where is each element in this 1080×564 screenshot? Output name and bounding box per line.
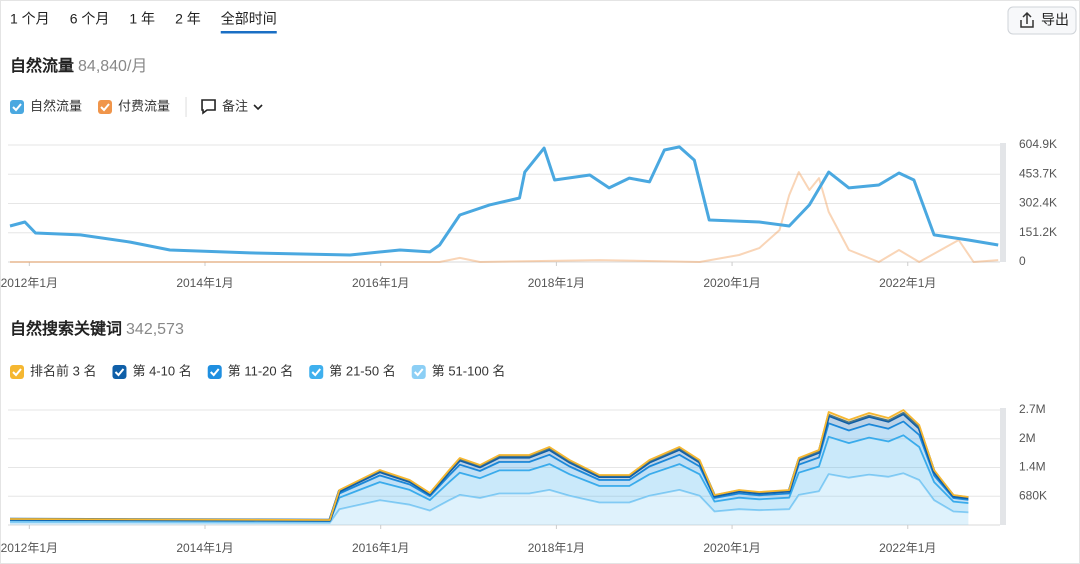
y-tick-label: 453.7K (1019, 166, 1057, 180)
x-tick-label: 2016年1月 (352, 541, 409, 555)
y-tick-label: 2M (1019, 431, 1036, 445)
range-tab[interactable]: 1 个月 (10, 11, 50, 27)
chart-subtitle: 342,573 (126, 321, 184, 338)
y-tick-label: 0 (1019, 254, 1026, 268)
legend-checkbox[interactable] (309, 365, 324, 379)
x-tick-label: 2020年1月 (703, 541, 760, 555)
legend-checkbox[interactable] (112, 365, 127, 379)
y-tick-label: 151.2K (1019, 225, 1057, 239)
area-line (9, 420, 969, 522)
x-tick-label: 2022年1月 (879, 276, 936, 290)
note-icon[interactable] (201, 99, 216, 115)
range-tab[interactable]: 6 个月 (70, 11, 110, 27)
legend-check (12, 368, 22, 377)
range-tab[interactable]: 1 年 (129, 11, 155, 27)
legend-check (100, 103, 110, 112)
legend-label[interactable]: 排名前 3 名 (30, 363, 96, 378)
legend-check (414, 368, 424, 377)
x-tick-label: 2018年1月 (528, 276, 585, 290)
legend-check (12, 103, 22, 112)
legend-check (210, 368, 220, 377)
area-line (9, 434, 969, 522)
series-line (9, 145, 999, 257)
legend-label[interactable]: 第 11-20 名 (228, 363, 294, 378)
area-line (9, 472, 969, 524)
y-tick-label: 604.9K (1019, 137, 1057, 151)
legend-label[interactable]: 第 51-100 名 (432, 363, 506, 378)
export-label[interactable]: 导出 (1041, 12, 1069, 28)
x-tick-label: 2022年1月 (879, 541, 936, 555)
legend-label[interactable]: 第 4-10 名 (132, 363, 191, 378)
x-tick-label: 2014年1月 (176, 276, 233, 290)
area-line (9, 412, 969, 522)
note-chevron[interactable] (253, 104, 263, 111)
scroll-handle (1000, 143, 1006, 262)
scroll-handle (1000, 408, 1006, 525)
chart-subtitle: 84,840/月 (78, 58, 147, 75)
active-tab-underline (220, 31, 277, 34)
y-tick-label: 2.7M (1019, 402, 1046, 416)
range-tab[interactable]: 全部时间 (221, 11, 277, 27)
x-tick-label: 2012年1月 (1, 541, 58, 555)
range-tab[interactable]: 2 年 (175, 11, 201, 27)
legend-label[interactable]: 付费流量 (118, 98, 170, 113)
area-fill (10, 435, 969, 523)
chart-title: 自然搜索关键词 (10, 319, 122, 338)
note-label[interactable]: 备注 (222, 98, 248, 113)
x-tick-label: 2018年1月 (528, 541, 585, 555)
area-line (9, 409, 969, 521)
legend-checkbox[interactable] (411, 365, 426, 379)
y-tick-label: 1.4M (1019, 460, 1046, 474)
legend-checkbox[interactable] (10, 100, 24, 114)
legend-checkbox[interactable] (98, 100, 113, 114)
y-tick-label: 302.4K (1019, 196, 1057, 210)
chart-title: 自然流量 (10, 56, 74, 75)
x-tick-label: 2012年1月 (1, 276, 58, 290)
x-tick-label: 2014年1月 (176, 541, 233, 555)
legend-checkbox[interactable] (10, 365, 24, 379)
legend-check (114, 368, 125, 377)
legend-check (311, 368, 322, 377)
area-fill (10, 473, 969, 525)
y-tick-label: 680K (1019, 488, 1047, 502)
x-tick-label: 2020年1月 (703, 276, 760, 290)
export-icon (1020, 11, 1034, 28)
legend-label[interactable]: 自然流量 (30, 98, 82, 113)
legend-label[interactable]: 第 21-50 名 (329, 363, 395, 378)
x-tick-label: 2016年1月 (352, 276, 409, 290)
series-line (10, 171, 999, 263)
legend-checkbox[interactable] (207, 365, 222, 379)
